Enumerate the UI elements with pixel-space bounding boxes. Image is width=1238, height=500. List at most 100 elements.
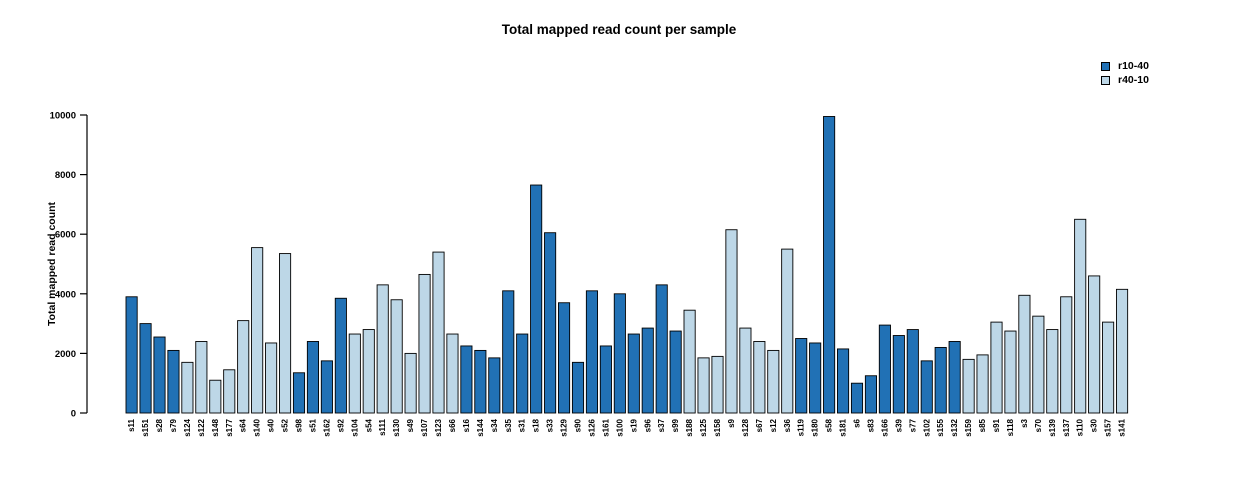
bar-s18: [530, 184, 543, 414]
x-tick-label: s49: [406, 418, 415, 432]
x-tick-label: s139: [1048, 418, 1057, 436]
x-tick-label: s90: [574, 418, 583, 432]
x-tick-label: s110: [1076, 418, 1085, 436]
bar-s12: [767, 349, 780, 414]
x-tick-label: s98: [295, 418, 304, 432]
bar-s66: [446, 333, 459, 414]
x-tick-label: s188: [685, 418, 694, 436]
bar-s40: [265, 342, 278, 414]
x-tick-label: s83: [866, 418, 875, 432]
bar-s137: [1060, 296, 1073, 414]
bar-s129: [558, 302, 571, 414]
bar-s79: [167, 349, 180, 414]
bar-s130: [390, 299, 403, 414]
x-tick-label: s33: [546, 418, 555, 432]
x-tick-label: s51: [308, 418, 317, 432]
y-tick-label: 2000: [55, 349, 76, 360]
x-tick-label: s35: [504, 418, 513, 432]
x-tick-label: s129: [560, 418, 569, 436]
x-tick-label: s67: [755, 418, 764, 432]
bar-s58: [823, 116, 836, 414]
legend-swatch-light-icon: [1101, 76, 1110, 85]
x-tick-label: s158: [713, 418, 722, 436]
bar-s51: [306, 341, 320, 414]
x-tick-label: s130: [392, 418, 401, 436]
bar-s99: [669, 330, 682, 414]
bar-s98: [292, 372, 306, 414]
bar-s31: [516, 333, 529, 414]
bar-s11: [125, 296, 138, 414]
x-tick-label: s92: [336, 418, 345, 432]
bar-s83: [864, 375, 877, 414]
x-tick-label: s9: [727, 418, 736, 427]
x-tick-label: s102: [922, 418, 931, 436]
bar-s77: [906, 329, 919, 414]
bar-s39: [892, 335, 905, 414]
bar-s52: [279, 253, 292, 414]
x-tick-label: s162: [322, 418, 331, 436]
bar-s162: [320, 360, 333, 414]
x-tick-label: s99: [671, 418, 680, 432]
y-tick-label: 8000: [55, 170, 76, 181]
x-tick-label: s118: [1006, 418, 1015, 436]
bar-s67: [753, 341, 766, 414]
x-tick-label: s85: [978, 418, 987, 432]
bar-s166: [878, 324, 891, 414]
bar-s125: [697, 357, 710, 414]
bar-s6: [850, 382, 864, 414]
bar-s111: [376, 284, 389, 414]
x-tick-label: s37: [657, 418, 666, 432]
x-tick-label: s151: [141, 418, 150, 436]
bar-s54: [362, 329, 375, 414]
x-tick-label: s31: [518, 418, 527, 432]
bar-s30: [1088, 275, 1101, 414]
x-tick-label: s64: [239, 418, 248, 432]
x-tick-label: s91: [992, 418, 1001, 432]
x-tick-label: s161: [601, 418, 610, 436]
bar-s49: [404, 352, 417, 414]
bar-s19: [627, 333, 640, 414]
bar-s92: [334, 297, 347, 414]
bar-s33: [544, 232, 557, 414]
bar-s124: [181, 361, 194, 414]
bar-s28: [153, 336, 166, 414]
bar-s126: [585, 290, 598, 414]
bar-s118: [1004, 330, 1017, 414]
x-tick-label: s36: [783, 418, 792, 432]
bar-s90: [571, 361, 585, 414]
bar-s157: [1102, 321, 1115, 414]
x-tick-label: s104: [350, 418, 359, 436]
x-tick-label: s28: [155, 418, 164, 432]
bar-s139: [1046, 329, 1059, 414]
bar-s177: [223, 369, 236, 414]
legend-item-r40-10: r40-10: [1101, 75, 1149, 86]
bar-s148: [209, 379, 222, 414]
bar-s159: [962, 358, 975, 414]
bar-s102: [920, 360, 933, 414]
x-tick-label: s66: [448, 418, 457, 432]
x-tick-label: s77: [908, 418, 917, 432]
bar-s144: [474, 349, 487, 414]
x-tick-label: s12: [769, 418, 778, 432]
x-tick-label: s126: [587, 418, 596, 436]
x-tick-label: s30: [1090, 418, 1099, 432]
bar-s96: [641, 327, 654, 414]
x-tick-label: s181: [839, 418, 848, 436]
x-tick-label: s52: [281, 418, 290, 432]
x-tick-label: s132: [950, 418, 959, 436]
x-tick-label: s140: [253, 418, 262, 436]
x-tick-label: s34: [490, 418, 499, 432]
bar-s140: [251, 247, 264, 414]
x-tick-label: s96: [643, 418, 652, 432]
bar-s123: [432, 251, 445, 414]
bar-s64: [237, 320, 250, 414]
bar-s188: [683, 309, 696, 414]
legend-item-r10-40: r10-40: [1101, 61, 1149, 72]
bar-s132: [948, 341, 961, 414]
x-tick-label: s125: [699, 418, 708, 436]
x-tick-label: s144: [476, 418, 485, 436]
x-tick-label: s148: [211, 418, 220, 436]
bar-s161: [599, 345, 612, 414]
x-tick-label: s166: [880, 418, 889, 436]
